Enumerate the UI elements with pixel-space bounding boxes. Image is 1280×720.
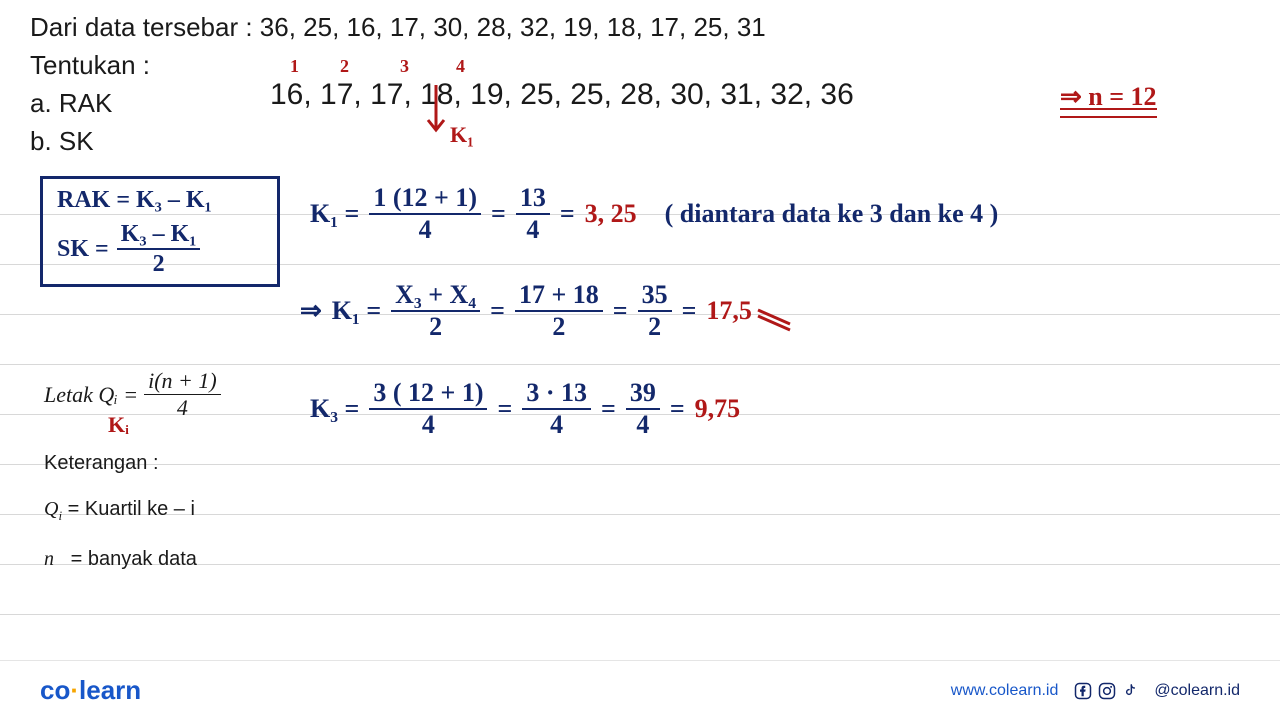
footer: co·learn www.colearn.id @colearn.id xyxy=(0,660,1280,720)
k1-val: 3, 25 xyxy=(585,199,637,229)
k1-label: K₁ xyxy=(450,122,474,148)
tiktok-icon xyxy=(1122,682,1138,700)
raw-data: 36, 25, 16, 17, 30, 28, 32, 19, 18, 17, … xyxy=(260,12,766,42)
formula-box: RAK = K₃ – K₁ SK = K₃ – K₁ 2 xyxy=(40,176,280,287)
problem-prefix: Dari data tersebar : xyxy=(30,12,260,42)
k1c-f1-num: X₃ + X₄ xyxy=(391,282,480,312)
k3-f3-den: 4 xyxy=(632,410,653,438)
k1c-f2-num: 17 + 18 xyxy=(515,282,603,312)
q-definition: Qi = Kuartil ke – i xyxy=(44,498,195,524)
k1c-eq3: = xyxy=(682,296,697,326)
k1-position-line: K₁ = 1 (12 + 1) 4 = 13 4 = 3, 25 ( diant… xyxy=(310,185,998,243)
sort-index-1: 1 xyxy=(290,56,299,77)
instagram-icon xyxy=(1098,682,1116,700)
k1c-eq2: = xyxy=(613,296,628,326)
k3-f3-num: 39 xyxy=(626,380,660,410)
k3-f1-den: 4 xyxy=(418,410,439,438)
letak-lhs: Letak Qᵢ = xyxy=(44,382,138,408)
problem-item-a: a. RAK xyxy=(30,88,112,119)
k1-f2-den: 4 xyxy=(522,215,543,243)
k3-f2-num: 3 · 13 xyxy=(522,380,591,410)
k1c-lhs: K₁ = xyxy=(332,296,381,326)
footer-url[interactable]: www.colearn.id xyxy=(951,682,1059,700)
k1-f1-num: 1 (12 + 1) xyxy=(369,185,481,215)
letak-qi-formula: Letak Qᵢ = i(n + 1) 4 xyxy=(44,370,221,419)
logo: co·learn xyxy=(40,675,141,706)
facebook-icon xyxy=(1074,682,1092,700)
sk-formula: SK = K₃ – K₁ 2 xyxy=(57,222,263,276)
k3-f1-num: 3 ( 12 + 1) xyxy=(369,380,487,410)
letak-num: i(n + 1) xyxy=(144,370,221,395)
logo-co: co xyxy=(40,675,70,705)
problem-line1: Dari data tersebar : 36, 25, 16, 17, 30,… xyxy=(30,12,766,43)
problem-item-b: b. SK xyxy=(30,126,94,157)
sorted-data: 16, 17, 17, 18, 19, 25, 25, 28, 30, 31, … xyxy=(270,78,854,112)
k3-f2-den: 4 xyxy=(546,410,567,438)
sort-index-3: 3 xyxy=(400,56,409,77)
sk-lhs: SK = xyxy=(57,236,109,263)
k1-lhs: K₁ = xyxy=(310,199,359,229)
letak-den: 4 xyxy=(173,395,192,419)
keterangan-label: Keterangan : xyxy=(44,452,159,475)
n-annotation: ⇒ n = 12 xyxy=(1060,82,1157,112)
k1c-f2-den: 2 xyxy=(548,312,569,340)
k1-eq1: = xyxy=(491,199,506,229)
k1-f2-num: 13 xyxy=(516,185,550,215)
k1-eq2: = xyxy=(560,199,575,229)
k1c-f1-den: 2 xyxy=(425,312,446,340)
k1c-f3-num: 35 xyxy=(638,282,672,312)
social-icons[interactable] xyxy=(1074,682,1138,700)
sk-den: 2 xyxy=(149,250,169,276)
k1c-eq1: = xyxy=(490,296,505,326)
sort-index-4: 4 xyxy=(456,56,465,77)
problem-line2: Tentukan : xyxy=(30,50,150,81)
k1-calc-line: ⇒ K₁ = X₃ + X₄ 2 = 17 + 18 2 = 35 2 = 17… xyxy=(300,282,752,340)
k3-eq3: = xyxy=(670,394,685,424)
k3-eq1: = xyxy=(497,394,512,424)
logo-learn: learn xyxy=(79,675,141,705)
k1-f1-den: 4 xyxy=(415,215,436,243)
k1-note: ( diantara data ke 3 dan ke 4 ) xyxy=(665,199,999,229)
k3-lhs: K₃ = xyxy=(310,394,359,424)
sk-num: K₃ – K₁ xyxy=(117,222,201,250)
sort-index-2: 2 xyxy=(340,56,349,77)
logo-dot-icon: · xyxy=(70,675,79,705)
footer-right: www.colearn.id @colearn.id xyxy=(951,682,1240,700)
triple-strike-icon xyxy=(756,306,796,332)
k1c-f3-den: 2 xyxy=(644,312,665,340)
k3-line: K₃ = 3 ( 12 + 1) 4 = 3 · 13 4 = 39 4 = 9… xyxy=(310,380,740,438)
footer-handle[interactable]: @colearn.id xyxy=(1154,682,1240,700)
n-definition: n = banyak data xyxy=(44,548,197,571)
k1c-val: 17,5 xyxy=(706,296,752,326)
k3-eq2: = xyxy=(601,394,616,424)
k1c-arrow: ⇒ xyxy=(300,296,322,326)
k3-val: 9,75 xyxy=(695,394,741,424)
ki-note: Kᵢ xyxy=(108,412,129,438)
rak-formula: RAK = K₃ – K₁ xyxy=(57,187,263,214)
